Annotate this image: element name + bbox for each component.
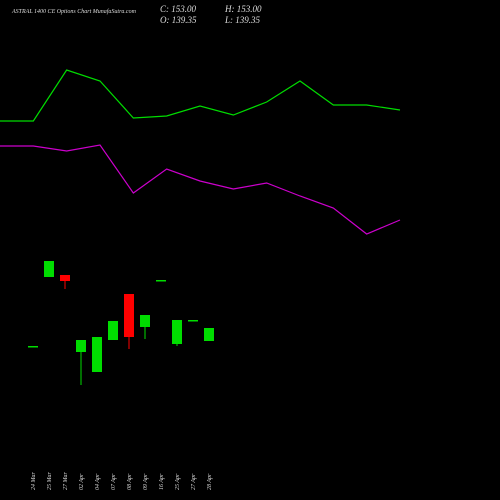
- candle-body: [92, 337, 102, 372]
- candle-body: [108, 321, 118, 340]
- x-tick-label: 25 Mar: [47, 472, 53, 490]
- quote-high: H: 153.00: [224, 4, 262, 14]
- indicator-line: [0, 69, 401, 122]
- x-tick-label: 07 Apr: [111, 473, 117, 490]
- x-tick-label: 04 Apr: [94, 473, 101, 490]
- x-tick-label: 09 Apr: [143, 473, 149, 490]
- x-tick-label: 16 Apr: [159, 473, 165, 490]
- indicator-line: [0, 144, 401, 235]
- candle-body: [172, 320, 182, 344]
- candle-body: [44, 261, 54, 277]
- candle-body: [204, 328, 214, 341]
- candle-body: [28, 346, 38, 348]
- x-tick-label: 27 Apr: [191, 473, 197, 490]
- candle-body: [124, 294, 134, 337]
- chart-title: ASTRAL 1400 CE Options Chart MunafaSutra…: [11, 8, 137, 15]
- x-tick-label: 27 Mar: [63, 472, 69, 490]
- candle-body: [140, 315, 150, 327]
- quote-close: C: 153.00: [160, 4, 197, 14]
- candle-body: [76, 340, 86, 352]
- quote-open: O: 139.35: [160, 15, 197, 25]
- candle-body: [156, 280, 166, 282]
- x-tick-label: 25 Apr: [175, 473, 181, 490]
- x-tick-label: 24 Mar: [30, 472, 37, 490]
- x-tick-label: 02 Apr: [79, 473, 85, 490]
- quote-low: L: 139.35: [224, 15, 261, 25]
- x-tick-label: 08 Apr: [127, 473, 133, 490]
- candle-body: [60, 275, 70, 281]
- candle-body: [188, 320, 198, 322]
- x-tick-label: 28 Apr: [207, 473, 213, 490]
